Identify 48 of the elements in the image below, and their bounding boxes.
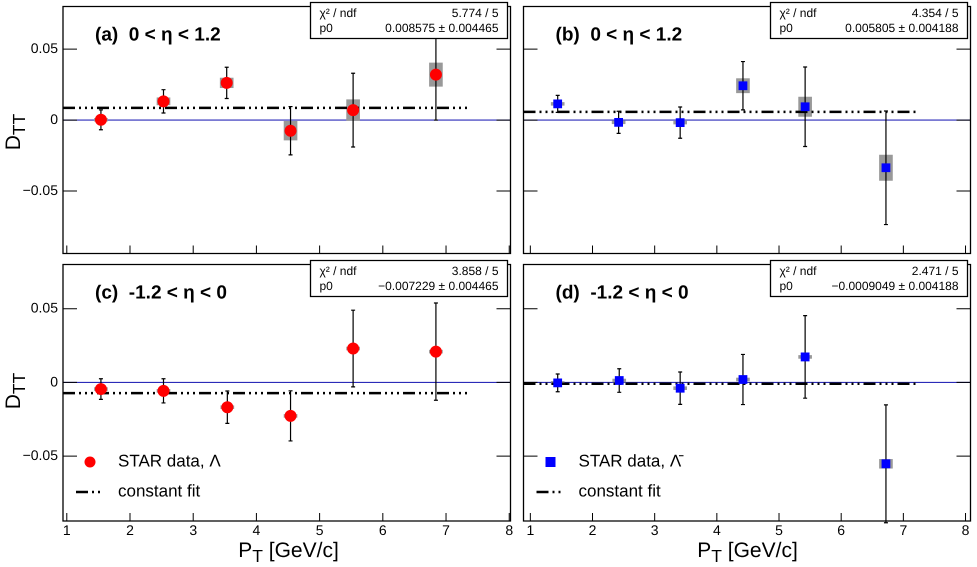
y-tick-label: −0.05 [22, 182, 58, 198]
annotation: χ² / ndf [780, 6, 818, 20]
x-tick-label: 7 [899, 522, 908, 538]
annotation: p0 [780, 20, 794, 35]
x-tick-label: 3 [650, 522, 659, 538]
legend-label: constant fit [118, 482, 200, 501]
x-tick-label: 4 [712, 522, 721, 538]
annotation: p0 [320, 278, 334, 293]
x-axis-title: P$_{T}$ [GeV/c] [237, 539, 340, 567]
annotation: 2.471 / 5 [912, 264, 959, 278]
x-tick-label: 1 [526, 522, 534, 538]
annotation: χ² / ndf [780, 264, 818, 278]
y-tick-label: 0.05 [30, 40, 58, 56]
x-tick-label: 6 [378, 522, 387, 538]
x-tick-label: 3 [189, 522, 198, 538]
x-tick-label: 8 [505, 522, 514, 538]
annotation: 0.005805 ± 0.004188 [845, 20, 959, 35]
annotation: p0 [320, 20, 334, 35]
x-tick-label: 1 [62, 522, 71, 538]
y-tick-label: 0.05 [30, 300, 58, 316]
y-tick-label: 0 [50, 373, 58, 390]
annotation: χ² / ndf [320, 264, 358, 278]
x-tick-label: 6 [837, 522, 846, 538]
annotation: 5.774 / 5 [452, 6, 499, 20]
x-tick-label: 2 [588, 522, 597, 538]
annotation: χ² / ndf [320, 6, 358, 20]
y-tick-label: 0 [50, 110, 58, 127]
x-tick-label: 4 [252, 522, 261, 538]
x-tick-label: 8 [962, 522, 970, 538]
x-axis-title: P$_{T}$ [GeV/c] [696, 539, 799, 567]
x-tick-label: 2 [126, 522, 134, 538]
annotation: −0.0009049 ± 0.004188 [831, 278, 959, 293]
annotation: 0.008575 ± 0.004465 [385, 20, 499, 35]
annotation: 4.354 / 5 [912, 6, 959, 20]
legend-label: constant fit [578, 482, 661, 501]
annotation: 3.858 / 5 [452, 264, 499, 278]
annotation: −0.007229 ± 0.004465 [378, 278, 499, 293]
x-tick-label: 5 [775, 522, 784, 538]
text: (c) -1.2 < η < 0 [95, 282, 227, 304]
annotation: p0 [780, 278, 794, 293]
legend-label: STAR data, Λ [118, 452, 222, 471]
legend-label: STAR data, Λ̄ [578, 452, 684, 471]
y-tick-label: −0.05 [22, 446, 58, 463]
x-tick-label: 7 [442, 522, 450, 538]
text: (d) -1.2 < η < 0 [556, 282, 689, 304]
x-tick-label: 5 [316, 522, 324, 538]
text: (a) 0 < η < 1.2 [95, 24, 221, 46]
text: (b) 0 < η < 1.2 [556, 24, 682, 46]
